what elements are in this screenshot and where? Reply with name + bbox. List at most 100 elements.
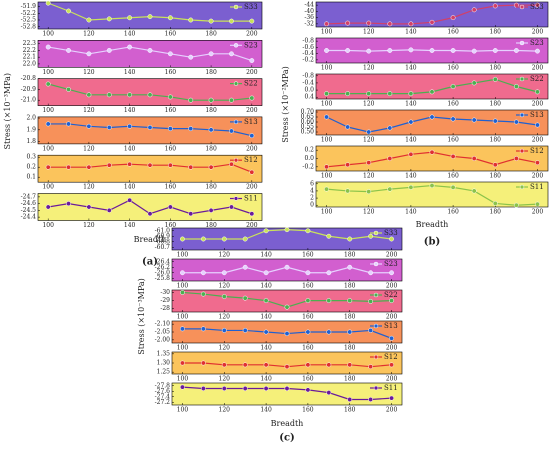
point	[86, 92, 92, 98]
legend-label: S33	[530, 3, 544, 11]
point	[347, 362, 353, 368]
x-tick-label: 140	[124, 107, 136, 114]
y-tick-label: -60.8	[155, 238, 171, 245]
point	[242, 236, 248, 242]
point	[492, 162, 498, 168]
point	[229, 128, 234, 134]
point	[263, 298, 269, 304]
point	[106, 207, 112, 213]
point	[366, 189, 372, 195]
legend-label: S22	[384, 291, 398, 299]
x-tick-label: 140	[405, 209, 417, 216]
point	[208, 207, 214, 213]
x-tick-label: 140	[405, 101, 417, 108]
point	[324, 164, 329, 170]
legend-marker	[233, 196, 239, 201]
point	[450, 116, 456, 122]
x-tick-label: 120	[219, 407, 231, 414]
y-tick-label: -21.0	[21, 97, 37, 104]
y-tick-label: 22.2	[23, 47, 37, 54]
x-tick-label: 180	[490, 101, 502, 108]
point	[366, 48, 372, 54]
point	[345, 124, 351, 130]
panel-label: (c)	[279, 433, 295, 444]
y-tick-label: 2	[310, 195, 314, 202]
point	[345, 162, 351, 168]
point	[368, 270, 374, 276]
x-tick-label: 120	[219, 376, 231, 383]
x-tick-label: 200	[386, 252, 398, 259]
point	[200, 360, 206, 366]
point	[221, 270, 227, 276]
x-tick-label: 120	[219, 314, 231, 321]
x-tick-label: 180	[490, 29, 502, 36]
point	[345, 91, 351, 97]
point	[242, 264, 248, 270]
point	[408, 47, 414, 53]
x-tick-label: 200	[386, 314, 398, 321]
point	[366, 20, 372, 26]
legend-marker	[373, 261, 379, 267]
point	[305, 387, 311, 393]
point	[429, 89, 435, 95]
point	[263, 362, 269, 368]
point	[429, 19, 435, 25]
legend-label: S23	[384, 260, 398, 268]
legend-marker	[519, 112, 525, 118]
x-tick-label: 160	[302, 283, 314, 290]
point	[221, 294, 227, 299]
x-tick-label: 120	[83, 31, 95, 38]
x-tick-label: 140	[124, 184, 136, 191]
x-tick-label: 120	[83, 107, 95, 114]
legend-marker	[233, 4, 239, 10]
point	[208, 97, 214, 103]
point	[513, 156, 519, 161]
y-tick-label: -24.5	[21, 207, 37, 214]
x-tick-label: 160	[165, 184, 177, 191]
x-tick-label: 100	[321, 173, 333, 180]
point	[263, 386, 269, 391]
x-tick-label: 140	[124, 31, 136, 38]
y-axis-label: Stress (×10⁻³MPa)	[137, 278, 146, 355]
plot-background	[315, 109, 549, 136]
y-tick-label: 0	[310, 202, 314, 209]
point	[45, 204, 51, 210]
point	[127, 44, 133, 50]
y-tick-label: 1.35	[157, 350, 171, 357]
x-tick-label: 160	[447, 209, 459, 216]
x-tick-label: 100	[177, 283, 189, 290]
x-tick-label: 120	[83, 222, 95, 229]
y-tick-label: -52.5	[21, 17, 37, 24]
y-tick-label: 0.60	[301, 119, 315, 126]
point	[208, 127, 214, 133]
point	[284, 264, 290, 270]
x-tick-label: 180	[490, 65, 502, 72]
point	[229, 51, 234, 57]
point	[513, 119, 519, 125]
point	[492, 3, 498, 9]
point	[324, 21, 329, 27]
point	[45, 81, 51, 87]
point	[200, 386, 206, 391]
point	[471, 188, 477, 194]
point	[45, 121, 51, 127]
x-tick-label: 100	[177, 376, 189, 383]
point	[249, 169, 255, 175]
x-tick-label: 140	[260, 376, 272, 383]
y-axis-label: Stress (×10⁻³MPa)	[3, 73, 12, 150]
point	[229, 204, 234, 210]
point	[389, 362, 394, 368]
x-tick-label: 200	[386, 407, 398, 414]
plot-background	[315, 73, 549, 100]
x-tick-label: 100	[42, 107, 54, 114]
x-tick-label: 200	[532, 209, 544, 216]
point	[106, 125, 112, 130]
x-tick-label: 140	[124, 222, 136, 229]
x-tick-label: 120	[219, 252, 231, 259]
y-tick-label: 6	[310, 180, 314, 187]
point	[147, 47, 153, 53]
point	[221, 386, 227, 391]
x-tick-label: 200	[246, 145, 258, 152]
point	[368, 364, 374, 370]
point	[180, 236, 185, 242]
